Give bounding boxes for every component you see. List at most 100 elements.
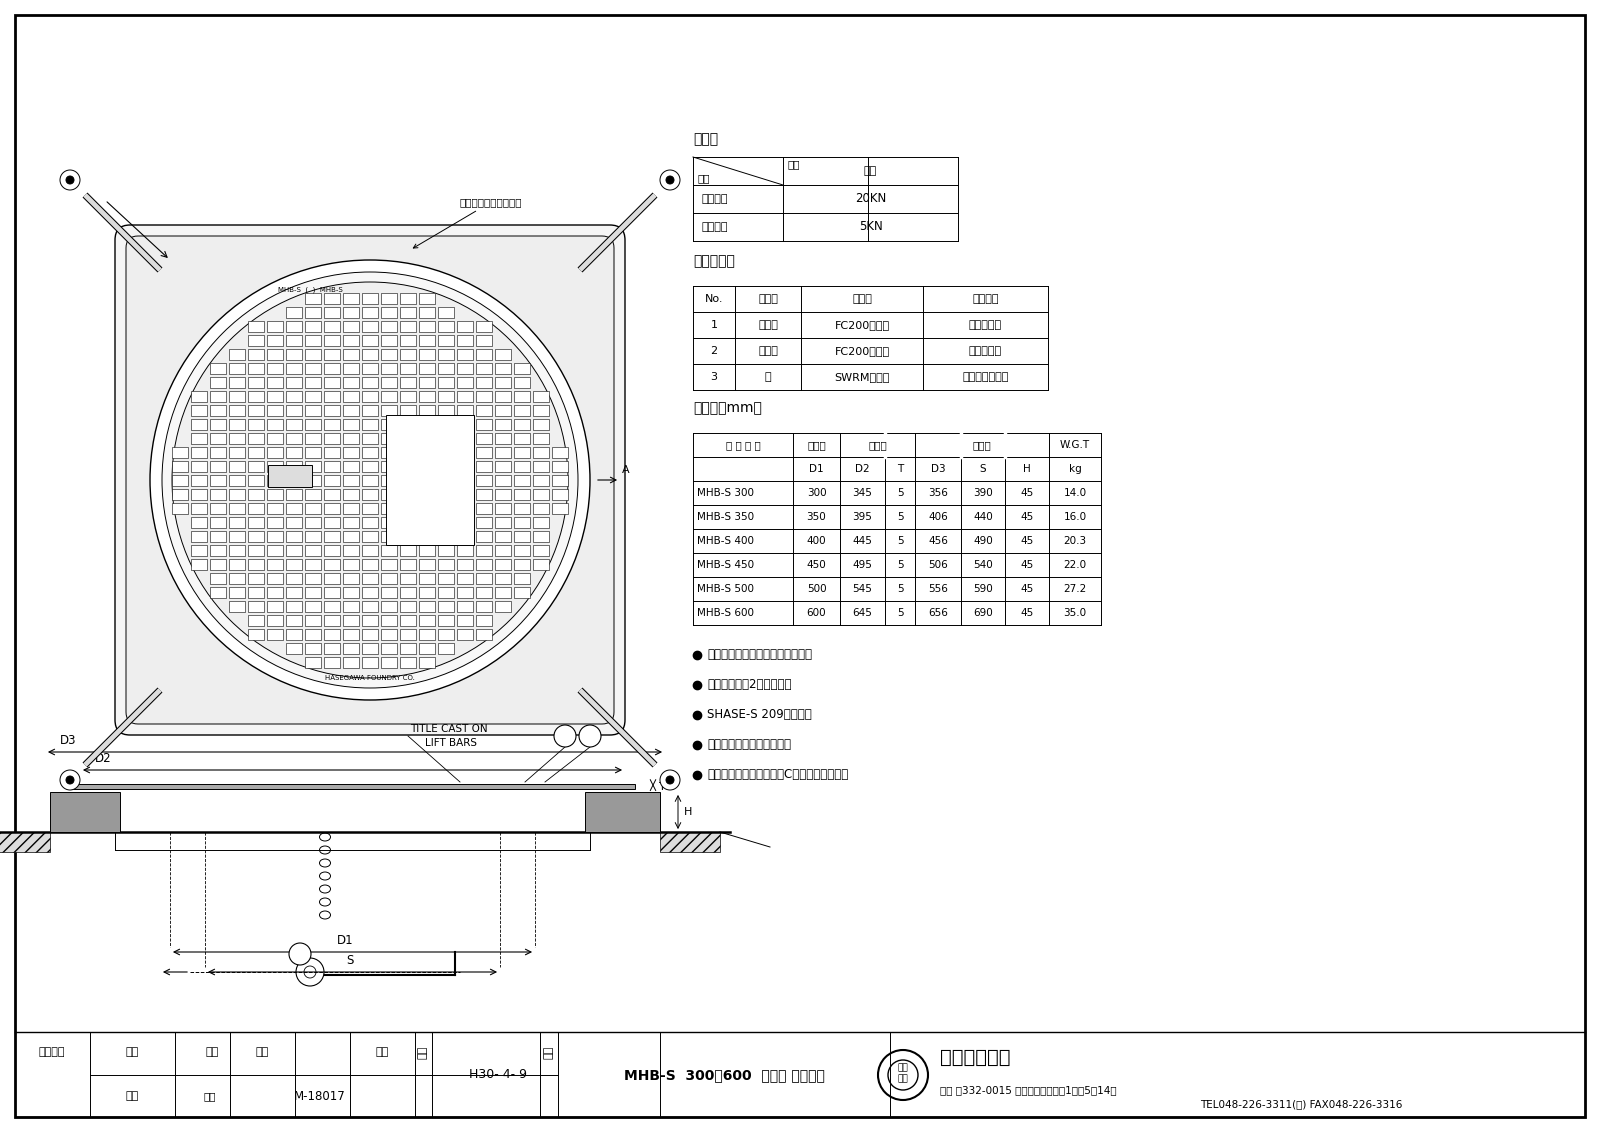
Text: 540: 540 <box>973 560 994 571</box>
Bar <box>306 307 322 317</box>
Text: D1: D1 <box>336 934 354 946</box>
Bar <box>248 432 264 444</box>
Bar <box>438 615 454 626</box>
Bar <box>438 362 454 374</box>
Bar <box>286 586 302 598</box>
Text: 16.0: 16.0 <box>1064 512 1086 522</box>
Text: 27.2: 27.2 <box>1064 584 1086 594</box>
Bar <box>286 446 302 457</box>
Text: 5: 5 <box>896 608 904 618</box>
Bar <box>342 474 358 486</box>
Bar <box>477 377 493 387</box>
Bar <box>458 419 474 429</box>
Bar <box>362 628 378 640</box>
Bar <box>381 446 397 457</box>
Text: 45: 45 <box>1021 535 1034 546</box>
Bar <box>419 349 435 360</box>
Bar <box>210 461 226 472</box>
Bar <box>494 446 510 457</box>
Bar <box>586 792 661 832</box>
Bar <box>494 503 510 514</box>
Bar <box>229 600 245 611</box>
Text: 蓋: 蓋 <box>419 508 442 542</box>
Text: 武中: 武中 <box>125 1091 139 1101</box>
Bar <box>458 489 474 499</box>
Text: 有効径: 有効径 <box>806 440 826 451</box>
Bar <box>494 600 510 611</box>
Bar <box>477 600 493 611</box>
Bar <box>229 432 245 444</box>
Bar <box>381 404 397 415</box>
Bar <box>267 432 283 444</box>
Bar <box>248 586 264 598</box>
Bar <box>494 377 510 387</box>
Bar <box>458 516 474 528</box>
Bar <box>267 489 283 499</box>
Bar <box>458 615 474 626</box>
Bar <box>477 432 493 444</box>
Bar <box>362 600 378 611</box>
Bar <box>229 349 245 360</box>
Bar <box>400 586 416 598</box>
Bar <box>306 558 322 569</box>
Text: 440: 440 <box>973 512 994 522</box>
Bar <box>419 573 435 583</box>
Circle shape <box>173 282 568 678</box>
Text: H: H <box>685 807 693 817</box>
Bar <box>362 446 378 457</box>
Bar <box>267 446 283 457</box>
Text: 日付: 日付 <box>418 1045 429 1058</box>
Bar <box>306 615 322 626</box>
Text: 345: 345 <box>853 488 872 498</box>
Bar <box>229 503 245 514</box>
Bar <box>229 404 245 415</box>
Bar <box>306 446 322 457</box>
Bar <box>342 461 358 472</box>
Bar <box>248 573 264 583</box>
Bar <box>533 544 549 556</box>
Bar <box>70 784 635 789</box>
Text: 390: 390 <box>973 488 994 498</box>
Circle shape <box>290 943 310 964</box>
Bar <box>248 474 264 486</box>
Bar <box>419 446 435 457</box>
Bar <box>267 349 283 360</box>
Bar <box>381 320 397 332</box>
Bar <box>494 573 510 583</box>
Bar <box>342 307 358 317</box>
Bar <box>494 461 510 472</box>
Bar <box>267 586 283 598</box>
Text: D2: D2 <box>854 464 870 474</box>
FancyBboxPatch shape <box>126 235 614 724</box>
Bar <box>494 432 510 444</box>
Bar <box>342 628 358 640</box>
Bar <box>533 446 549 457</box>
Bar <box>267 461 283 472</box>
Bar <box>514 586 530 598</box>
Bar <box>323 292 339 303</box>
Bar <box>362 362 378 374</box>
Bar <box>514 573 530 583</box>
Bar <box>342 586 358 598</box>
Bar <box>533 489 549 499</box>
Bar <box>342 544 358 556</box>
Bar <box>267 377 283 387</box>
FancyBboxPatch shape <box>115 225 626 735</box>
Bar <box>533 474 549 486</box>
Text: TITLE CAST ON: TITLE CAST ON <box>410 724 488 734</box>
Text: 45: 45 <box>1021 608 1034 618</box>
Bar <box>267 419 283 429</box>
Bar <box>400 657 416 668</box>
Text: 名称: 名称 <box>544 1045 554 1058</box>
Bar <box>306 474 322 486</box>
Bar <box>342 573 358 583</box>
Bar <box>323 628 339 640</box>
Text: 水: 水 <box>419 463 442 497</box>
Bar <box>458 600 474 611</box>
Circle shape <box>661 170 680 190</box>
Bar <box>286 474 302 486</box>
Bar <box>419 657 435 668</box>
Text: MHB-S 300: MHB-S 300 <box>698 488 754 498</box>
Bar <box>494 516 510 528</box>
Bar <box>419 628 435 640</box>
